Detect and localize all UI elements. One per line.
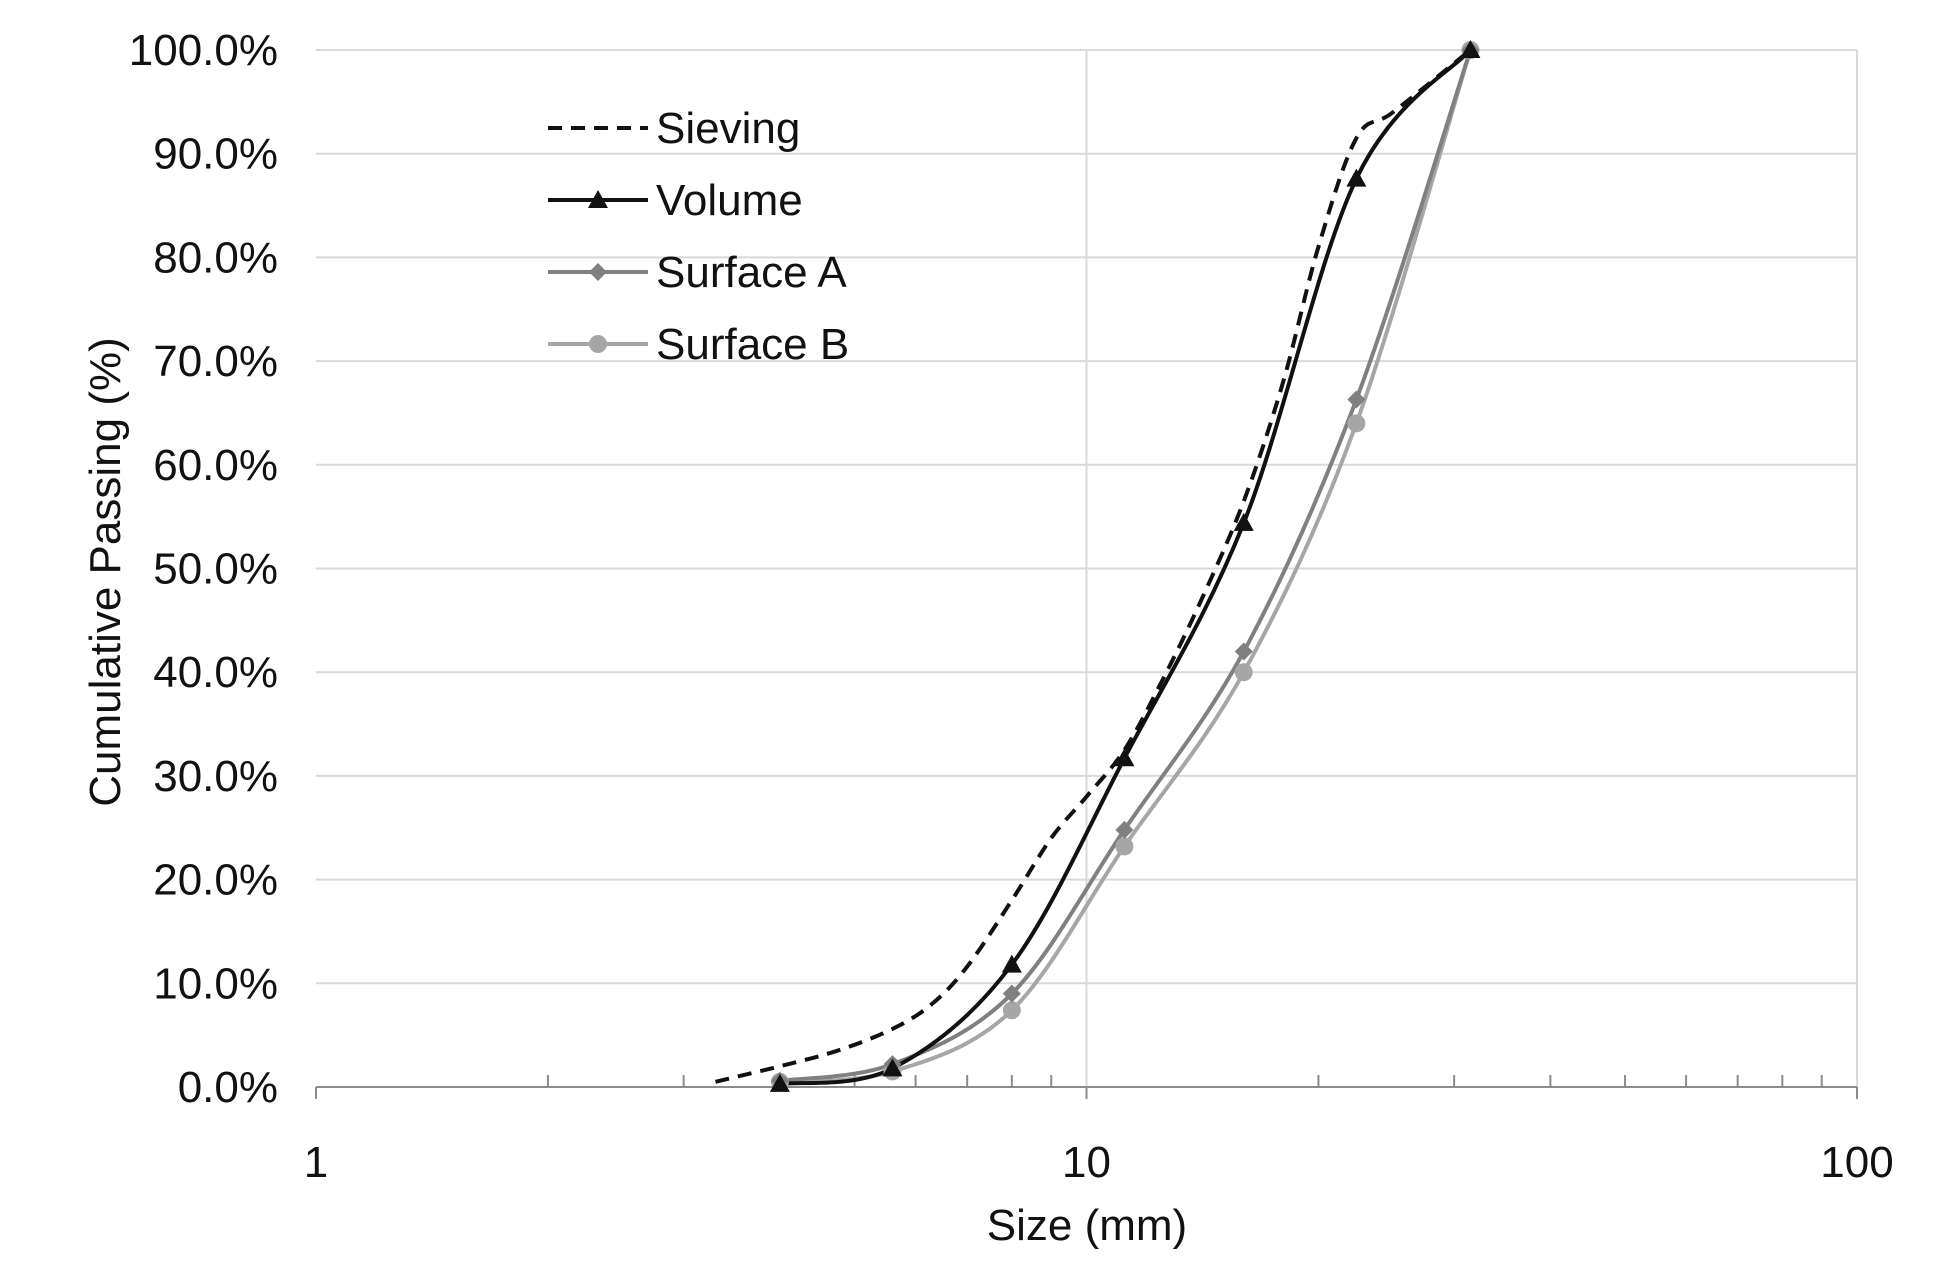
legend-marker-surface-b xyxy=(589,335,607,353)
legend-label-volume: Volume xyxy=(656,176,803,225)
series-line-volume xyxy=(779,48,1472,1086)
legend-label-surface-b: Surface B xyxy=(656,320,849,369)
series-markers xyxy=(769,40,1481,1092)
point-volume xyxy=(1460,40,1481,58)
legend-marker-volume xyxy=(588,190,608,208)
legend-marker-surface-a xyxy=(589,263,607,281)
point-surface-b xyxy=(1115,837,1134,856)
legend: Sieving Volume Surface A Surface B xyxy=(548,104,849,369)
series-lines xyxy=(715,48,1473,1086)
y-tick-label: 90.0% xyxy=(153,130,278,179)
point-volume xyxy=(882,1058,903,1077)
y-tick-label: 0.0% xyxy=(178,1063,278,1112)
point-surface-a xyxy=(1002,984,1021,1003)
y-tick-label: 100.0% xyxy=(129,26,278,75)
y-tick-label: 20.0% xyxy=(153,856,278,905)
point-volume xyxy=(1001,954,1022,973)
x-tick-label: 10 xyxy=(1062,1138,1111,1187)
series-line-surface-a xyxy=(779,49,1473,1083)
point-surface-a xyxy=(1234,642,1253,661)
y-tick-label: 50.0% xyxy=(153,545,278,594)
y-tick-label: 10.0% xyxy=(153,959,278,1008)
y-tick-label: 80.0% xyxy=(153,233,278,282)
point-surface-a xyxy=(1347,390,1366,409)
y-tick-label: 40.0% xyxy=(153,648,278,697)
axes: 0.0% 10.0% 20.0% 30.0% 40.0% 50.0% 60.0% 70.0% 8… xyxy=(129,26,1894,1187)
point-surface-b xyxy=(1347,414,1366,433)
y-tick-label: 60.0% xyxy=(153,441,278,490)
x-tick-label: 100 xyxy=(1820,1138,1893,1187)
legend-label-surface-a: Surface A xyxy=(656,248,847,297)
y-tick-label: 30.0% xyxy=(153,752,278,801)
x-tick-label: 1 xyxy=(304,1138,328,1187)
point-surface-a xyxy=(1115,820,1134,839)
point-volume xyxy=(1233,512,1254,531)
gridlines xyxy=(316,49,1858,1087)
point-volume xyxy=(1346,168,1367,187)
y-tick-label: 70.0% xyxy=(153,337,278,386)
point-surface-b xyxy=(1234,663,1253,682)
point-surface-b xyxy=(1002,1001,1021,1020)
x-axis-title: Size (mm) xyxy=(987,1201,1187,1250)
series-line-sieving xyxy=(715,48,1472,1084)
y-axis-title: Cumulative Passing (%) xyxy=(81,337,130,807)
legend-label-sieving: Sieving xyxy=(656,104,800,153)
series-line-surface-b xyxy=(779,49,1473,1084)
point-volume xyxy=(769,1073,790,1092)
point-volume xyxy=(1114,748,1135,767)
